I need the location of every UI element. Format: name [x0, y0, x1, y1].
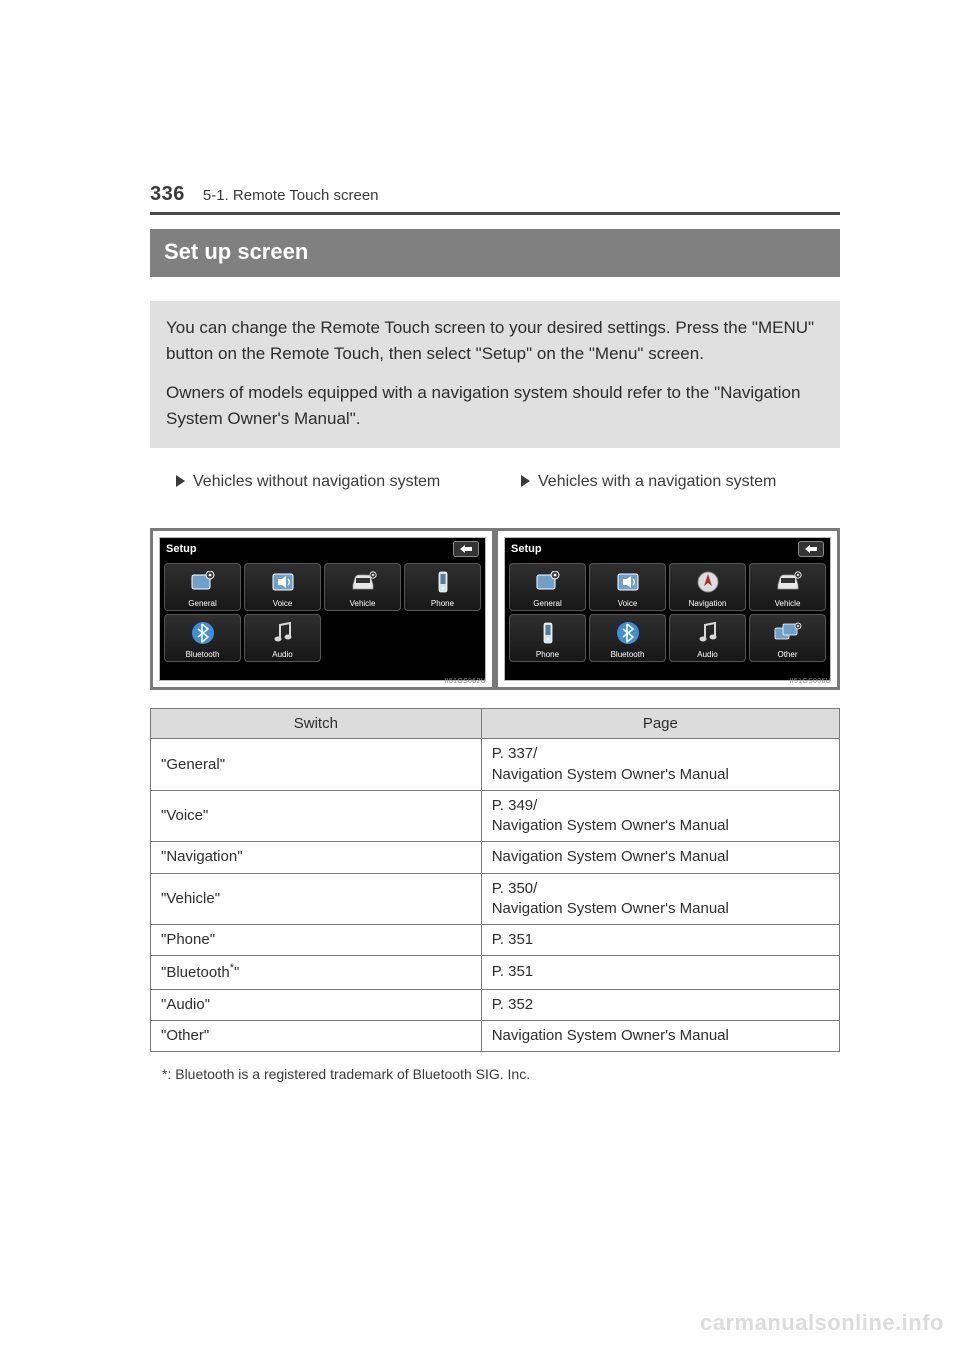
table-cell-page: Navigation System Owner's Manual [481, 842, 839, 873]
table-cell-switch: "Navigation" [151, 842, 482, 873]
setup-button-vehicle: Vehicle [749, 563, 826, 611]
screenshot-with-nav: Setup General Voice Navigation Vehicle Phone… [495, 528, 840, 690]
general-icon [190, 564, 216, 600]
table-row: "Audio"P. 352 [151, 989, 840, 1020]
table-cell-switch: "Voice" [151, 790, 482, 842]
setup-button-label: Phone [536, 651, 559, 659]
setup-button-label: Voice [618, 600, 638, 608]
setup-button-audio: Audio [669, 614, 746, 662]
section-path: 5-1. Remote Touch screen [203, 187, 379, 204]
bluetooth-icon [616, 615, 640, 651]
table-row: "General"P. 337/Navigation System Owner'… [151, 739, 840, 791]
setup-button-label: Other [777, 651, 797, 659]
table-cell-switch: "Vehicle" [151, 873, 482, 925]
back-icon [798, 541, 824, 557]
page-number: 336 [150, 183, 185, 206]
callout-paragraph-1: You can change the Remote Touch screen t… [166, 315, 824, 368]
phone-icon [539, 615, 557, 651]
table-row: "Phone"P. 351 [151, 925, 840, 956]
setup-button-phone: Phone [509, 614, 586, 662]
info-callout: You can change the Remote Touch screen t… [150, 301, 840, 448]
setup-button-audio: Audio [244, 614, 321, 662]
column-heading-without-nav: Vehicles without navigation system [150, 470, 495, 518]
table-cell-switch: "General" [151, 739, 482, 791]
table-cell-page: P. 350/Navigation System Owner's Manual [481, 873, 839, 925]
back-icon [453, 541, 479, 557]
setup-button-bluetooth: Bluetooth [164, 614, 241, 662]
bullet-triangle-icon [521, 475, 530, 487]
vehicle-icon [349, 564, 377, 600]
table-cell-switch: "Bluetooth*" [151, 956, 482, 989]
voice-icon [615, 564, 641, 600]
table-cell-page: P. 352 [481, 989, 839, 1020]
column-without-nav: Vehicles without navigation system Setup… [150, 470, 495, 690]
vehicle-icon [774, 564, 802, 600]
setup-button-label: Vehicle [775, 600, 801, 608]
phone-icon [434, 564, 452, 600]
column-heading-label: Vehicles with a navigation system [538, 470, 776, 493]
audio-icon [272, 615, 294, 651]
other-icon [774, 615, 802, 651]
setup-button-label: Bluetooth [611, 651, 645, 659]
screenshot-columns: Vehicles without navigation system Setup… [150, 470, 840, 690]
table-header-switch: Switch [151, 709, 482, 739]
switch-page-table: Switch Page "General"P. 337/Navigation S… [150, 708, 840, 1052]
table-cell-page: P. 349/Navigation System Owner's Manual [481, 790, 839, 842]
table-row: "Bluetooth*"P. 351 [151, 956, 840, 989]
setup-icon-grid: General Voice Vehicle Phone Bluetooth Audio [160, 561, 485, 664]
table-row: "Voice"P. 349/Navigation System Owner's … [151, 790, 840, 842]
setup-button-label: General [188, 600, 216, 608]
setup-button-general: General [164, 563, 241, 611]
general-icon [535, 564, 561, 600]
screenshot-without-nav: Setup General Voice Vehicle Phone Bluetooth A… [150, 528, 495, 690]
setup-button-label: Navigation [689, 600, 727, 608]
table-cell-page: P. 351 [481, 925, 839, 956]
table-cell-page: P. 351 [481, 956, 839, 989]
setup-button-phone: Phone [404, 563, 481, 611]
column-heading-with-nav: Vehicles with a navigation system [495, 470, 840, 518]
setup-title: Setup [166, 543, 197, 555]
page-header: 336 5-1. Remote Touch screen [150, 183, 840, 206]
voice-icon [270, 564, 296, 600]
audio-icon [697, 615, 719, 651]
table-cell-switch: "Phone" [151, 925, 482, 956]
column-heading-label: Vehicles without navigation system [193, 470, 440, 493]
setup-button-navigation: Navigation [669, 563, 746, 611]
setup-icon-grid: General Voice Navigation Vehicle Phone Blueto… [505, 561, 830, 664]
table-row: "Vehicle"P. 350/Navigation System Owner'… [151, 873, 840, 925]
bullet-triangle-icon [176, 475, 185, 487]
setup-button-label: General [533, 600, 561, 608]
setup-button-vehicle: Vehicle [324, 563, 401, 611]
table-cell-page: Navigation System Owner's Manual [481, 1020, 839, 1051]
table-row: "Other"Navigation System Owner's Manual [151, 1020, 840, 1051]
watermark: carmanualsonline.info [700, 1310, 944, 1336]
setup-button-label: Audio [697, 651, 717, 659]
setup-button-bluetooth: Bluetooth [589, 614, 666, 662]
table-row: "Navigation"Navigation System Owner's Ma… [151, 842, 840, 873]
setup-button-label: Voice [273, 600, 293, 608]
setup-title: Setup [511, 543, 542, 555]
header-rule [150, 212, 840, 215]
setup-button-label: Phone [431, 600, 454, 608]
table-header-page: Page [481, 709, 839, 739]
setup-button-other: Other [749, 614, 826, 662]
setup-button-voice: Voice [244, 563, 321, 611]
table-cell-page: P. 337/Navigation System Owner's Manual [481, 739, 839, 791]
setup-button-voice: Voice [589, 563, 666, 611]
footnote: *: Bluetooth is a registered trademark o… [150, 1066, 840, 1082]
navigation-icon [696, 564, 720, 600]
setup-button-label: Bluetooth [186, 651, 220, 659]
setup-button-label: Audio [272, 651, 292, 659]
bluetooth-icon [191, 615, 215, 651]
table-cell-switch: "Other" [151, 1020, 482, 1051]
setup-button-label: Vehicle [350, 600, 376, 608]
callout-paragraph-2: Owners of models equipped with a navigat… [166, 380, 824, 433]
page-title-banner: Set up screen [150, 229, 840, 277]
screenshot-code: II51GS062U [444, 678, 486, 685]
screenshot-code: II51GS006U [789, 678, 831, 685]
setup-button-general: General [509, 563, 586, 611]
table-cell-switch: "Audio" [151, 989, 482, 1020]
column-with-nav: Vehicles with a navigation system Setup … [495, 470, 840, 690]
